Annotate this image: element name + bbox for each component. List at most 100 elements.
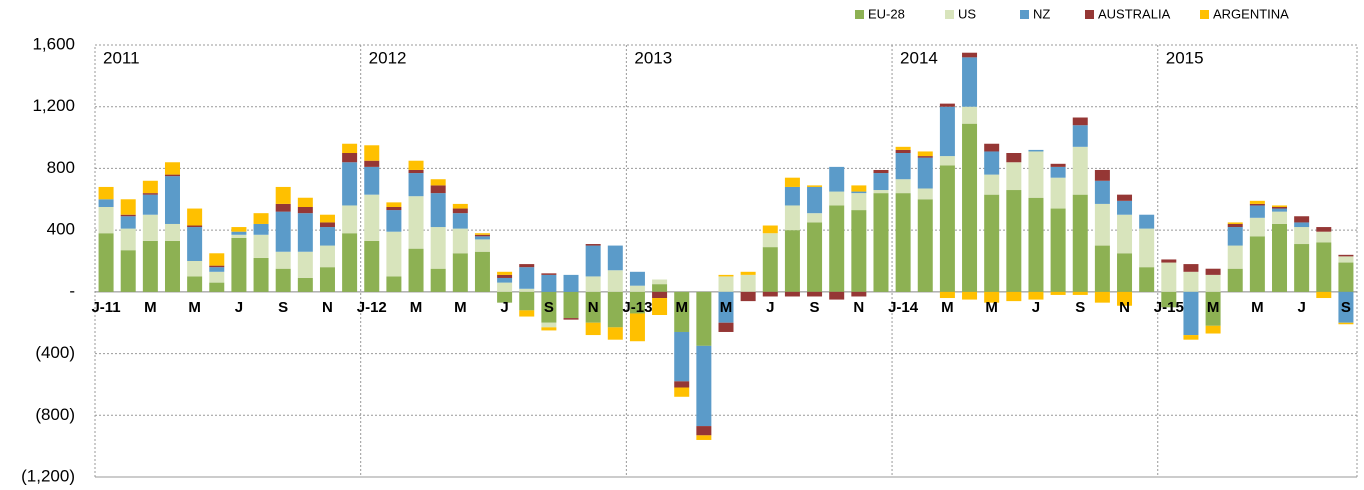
bar-segment <box>386 231 402 277</box>
plot-frame <box>94 44 1358 478</box>
bar-segment <box>98 233 114 292</box>
bar-segment <box>1006 291 1022 302</box>
x-tick-label: M <box>1251 299 1264 316</box>
bar-segment <box>1272 205 1288 207</box>
bar-segment <box>962 52 978 58</box>
bar-segment <box>319 227 335 246</box>
bar-segment <box>1205 274 1221 292</box>
bar-segment <box>541 322 557 328</box>
bar-segment <box>1117 200 1133 215</box>
bar-segment <box>1139 267 1155 292</box>
bar-segment <box>497 277 513 283</box>
bar-segment <box>585 322 601 336</box>
x-tick-label: J <box>235 299 243 316</box>
bar-segment <box>209 267 225 272</box>
bar-segment <box>1316 227 1332 232</box>
bar-segment <box>939 156 955 166</box>
bar-segment <box>1205 268 1221 275</box>
bar-segment <box>1338 262 1354 292</box>
bar-segment <box>629 285 645 292</box>
bar-segment <box>319 214 335 223</box>
bar-segment <box>1161 291 1177 308</box>
bar-segment <box>1117 214 1133 254</box>
bar-segment <box>939 291 955 299</box>
bar-segment <box>1094 180 1110 204</box>
bar-segment <box>297 213 313 252</box>
bar-segment <box>895 146 911 150</box>
bar-segment <box>275 203 291 212</box>
bar-segment <box>1072 117 1088 126</box>
bar-segment <box>519 288 535 292</box>
bar-segment <box>142 194 158 215</box>
bar-segment <box>1139 214 1155 229</box>
bar-segment <box>829 191 845 206</box>
bar-segment <box>1227 227 1243 246</box>
bar-segment <box>917 188 933 200</box>
bar-segment <box>585 276 601 292</box>
bar-segment <box>497 274 513 278</box>
bar-segment <box>1272 211 1288 224</box>
bar-segment <box>984 174 1000 195</box>
bar-segment <box>187 227 203 261</box>
bar-segment <box>120 214 136 217</box>
bar-segment <box>1316 291 1332 299</box>
bar-segment <box>275 251 291 269</box>
bar-segment <box>474 239 490 252</box>
y-tick-label: (800) <box>35 405 75 424</box>
bar-segment <box>563 274 579 292</box>
bar-segment <box>1338 322 1354 325</box>
bar-segment <box>1316 242 1332 292</box>
bar-segment <box>1117 291 1133 306</box>
bar-segment <box>541 273 557 275</box>
bar-segment <box>762 291 778 297</box>
bar-segment <box>1205 325 1221 334</box>
bar-segment <box>895 179 911 194</box>
bar-segment <box>1205 291 1221 326</box>
x-tick-label: S <box>810 299 820 316</box>
legend-swatch <box>855 10 864 19</box>
legend-swatch <box>1020 10 1029 19</box>
bar-segment <box>895 193 911 292</box>
bar-segment <box>895 149 911 153</box>
bar-segment <box>497 271 513 275</box>
bar-segment <box>497 282 513 292</box>
bar-segment <box>1028 197 1044 292</box>
bar-segment <box>1294 227 1310 245</box>
bar-segment <box>386 210 402 232</box>
bar-segment <box>873 173 889 191</box>
bar-segment <box>474 251 490 292</box>
bar-segment <box>1227 245 1243 269</box>
bar-segment <box>939 103 955 107</box>
y-tick-label: - <box>69 281 75 300</box>
bar-segment <box>1272 223 1288 292</box>
bar-segment <box>1094 203 1110 246</box>
bar-segment <box>1050 166 1066 178</box>
bar-segment <box>164 240 180 292</box>
bar-segment <box>1227 222 1243 224</box>
x-tick-label: J <box>500 299 508 316</box>
x-tick-label: J <box>1032 299 1040 316</box>
bar-segment <box>474 234 490 237</box>
bar-segment <box>851 191 867 194</box>
bar-segment <box>652 291 668 299</box>
x-tick-label: S <box>1341 299 1351 316</box>
bar-segment <box>474 233 490 235</box>
bar-segment <box>1094 245 1110 292</box>
year-label: 2014 <box>900 48 938 67</box>
bar-segment <box>939 165 955 292</box>
bar-segment <box>851 291 867 297</box>
bar-segment <box>275 186 291 204</box>
bar-segment <box>784 186 800 206</box>
bar-segment <box>1028 149 1044 152</box>
bar-segment <box>187 208 203 226</box>
bar-segment <box>231 237 247 292</box>
bar-segment <box>164 223 180 241</box>
legend-swatch <box>945 10 954 19</box>
bar-segment <box>674 381 690 388</box>
bar-segment <box>297 251 313 278</box>
bar-segment <box>187 261 203 277</box>
bar-segment <box>1272 207 1288 209</box>
bar-segment <box>1338 291 1354 323</box>
bar-segment <box>408 160 424 170</box>
bar-segment <box>851 210 867 292</box>
